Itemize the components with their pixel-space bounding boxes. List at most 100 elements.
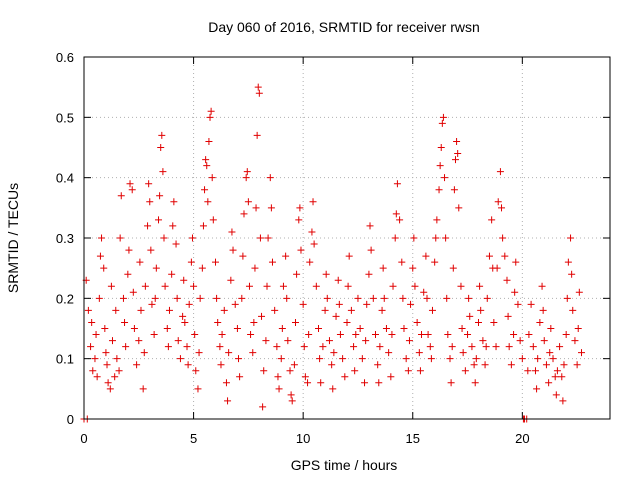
x-tick-label: 15 — [406, 431, 420, 446]
data-point — [284, 337, 292, 345]
data-point — [433, 216, 441, 224]
data-point — [490, 318, 498, 326]
data-point — [457, 282, 465, 290]
data-point — [405, 337, 413, 345]
data-point — [514, 300, 522, 308]
data-point — [562, 331, 570, 339]
data-point — [477, 306, 485, 314]
data-point — [150, 331, 158, 339]
data-point — [202, 156, 210, 164]
data-point — [169, 222, 177, 230]
data-point — [560, 361, 568, 369]
data-point — [279, 282, 287, 290]
data-point — [518, 355, 526, 363]
data-point — [141, 282, 149, 290]
data-point — [137, 306, 145, 314]
data-point — [545, 379, 553, 387]
data-point — [310, 240, 318, 248]
data-point — [146, 198, 154, 206]
data-point — [322, 270, 330, 278]
data-point — [341, 373, 349, 381]
data-point — [124, 270, 132, 278]
data-point — [350, 343, 358, 351]
data-point — [212, 258, 219, 266]
data-point — [542, 361, 550, 369]
data-point — [235, 355, 243, 363]
data-point — [203, 162, 211, 170]
data-point — [444, 331, 452, 339]
data-point — [512, 258, 520, 266]
data-point — [213, 294, 221, 302]
data-point — [389, 282, 397, 290]
data-point — [492, 343, 500, 351]
data-point — [173, 294, 181, 302]
data-point — [422, 252, 430, 260]
data-point — [253, 131, 261, 139]
data-point — [209, 216, 217, 224]
data-point — [571, 337, 579, 345]
data-point — [399, 294, 407, 302]
data-point — [259, 403, 267, 411]
data-point — [291, 318, 299, 326]
data-point — [504, 312, 512, 320]
data-point — [229, 246, 237, 254]
data-point — [413, 318, 421, 326]
data-point — [148, 300, 156, 308]
data-point — [494, 198, 502, 206]
data-point — [231, 300, 239, 308]
x-axis-title: GPS time / hours — [291, 457, 398, 473]
data-point — [559, 397, 567, 405]
data-point — [194, 385, 202, 393]
data-point — [251, 264, 259, 272]
data-point — [475, 318, 482, 326]
data-point — [510, 331, 518, 339]
data-point — [505, 343, 513, 351]
data-point — [168, 270, 176, 278]
data-point — [103, 361, 111, 369]
data-point — [176, 355, 184, 363]
data-point — [449, 264, 457, 272]
data-point — [155, 216, 163, 224]
data-point — [190, 282, 198, 290]
data-point — [195, 349, 203, 357]
data-point — [98, 234, 106, 242]
data-point — [185, 300, 193, 308]
data-point — [328, 361, 336, 369]
data-point — [312, 282, 320, 290]
data-point — [236, 373, 244, 381]
data-point — [488, 216, 496, 224]
data-points — [80, 83, 586, 423]
data-point — [218, 331, 226, 339]
data-point — [418, 331, 426, 339]
data-point — [361, 379, 369, 387]
data-point — [293, 270, 301, 278]
data-point — [439, 113, 447, 121]
x-tick-label: 0 — [80, 431, 87, 446]
data-point — [140, 349, 148, 357]
data-point — [387, 373, 395, 381]
data-point — [244, 198, 252, 206]
data-point — [354, 294, 362, 302]
data-point — [93, 373, 101, 381]
data-point — [563, 294, 571, 302]
data-point — [567, 234, 575, 242]
data-point — [388, 331, 396, 339]
y-tick-label: 0.6 — [56, 50, 74, 65]
data-point — [459, 349, 467, 357]
data-point — [461, 367, 469, 375]
data-point — [165, 306, 173, 314]
data-point — [382, 325, 390, 332]
data-point — [159, 168, 167, 176]
data-point — [239, 252, 247, 260]
data-point — [170, 198, 178, 206]
data-point — [275, 385, 283, 393]
data-point — [207, 107, 215, 115]
data-point — [549, 355, 557, 363]
data-point — [468, 343, 476, 351]
data-point — [254, 83, 262, 91]
data-point — [410, 234, 418, 242]
axis-ticks: 0 0.1 0.2 0.3 0.4 0.5 0.6 0 5 10 15 20 — [56, 50, 610, 446]
data-point — [227, 276, 235, 284]
data-point — [267, 204, 275, 212]
